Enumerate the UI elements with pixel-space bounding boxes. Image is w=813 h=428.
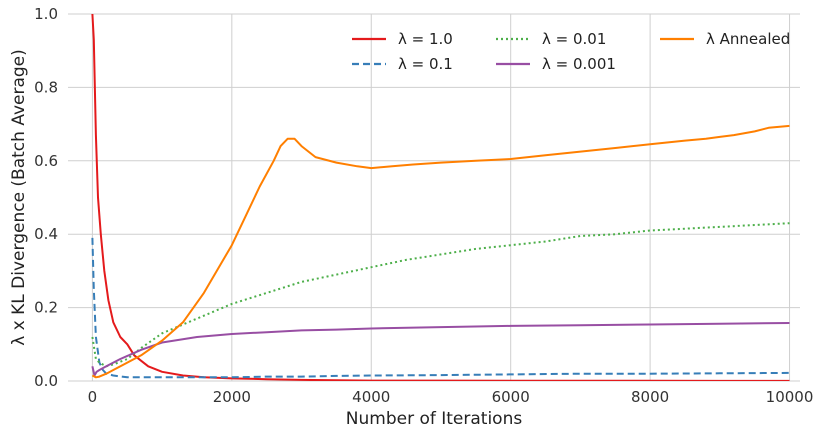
x-tick-label: 4000 — [352, 388, 390, 406]
legend-label-3: λ = 0.001 — [542, 55, 616, 73]
series-line-4 — [91, 124, 790, 379]
y-tick-label: 0.4 — [34, 225, 58, 243]
x-tick-label: 0 — [88, 388, 98, 406]
x-axis-label: Number of Iterations — [346, 409, 523, 428]
series-layer — [91, 14, 790, 381]
y-tick-label: 0.2 — [34, 299, 58, 317]
legend-label-0: λ = 1.0 — [398, 30, 453, 48]
y-tick-label: 0.0 — [34, 372, 58, 390]
series-line-1 — [91, 237, 790, 379]
y-tick-label: 0.8 — [34, 78, 58, 96]
legend-label-2: λ = 0.01 — [542, 30, 606, 48]
legend-label-4: λ Annealed — [706, 30, 790, 48]
y-tick-label: 0.6 — [34, 152, 58, 170]
series-line-0 — [91, 14, 790, 381]
x-tick-label: 2000 — [213, 388, 251, 406]
x-tick-label: 8000 — [631, 388, 669, 406]
series-line-3 — [91, 322, 790, 377]
x-tick-label: 10000 — [766, 388, 813, 406]
y-axis-label: λ x KL Divergence (Batch Average) — [9, 49, 29, 346]
y-tick-label: 1.0 — [34, 5, 58, 23]
tick-labels: 0 2000 4000 6000 8000 10000 0.0 0.2 0.4 0.6 0.8 1.0 — [34, 5, 813, 406]
series-line-2 — [91, 222, 790, 368]
x-tick-label: 6000 — [492, 388, 530, 406]
legend-label-1: λ = 0.1 — [398, 55, 453, 73]
legend: λ = 1.0 λ = 0.1 λ = 0.01 λ = 0.001 λ Anneale… — [352, 30, 790, 73]
